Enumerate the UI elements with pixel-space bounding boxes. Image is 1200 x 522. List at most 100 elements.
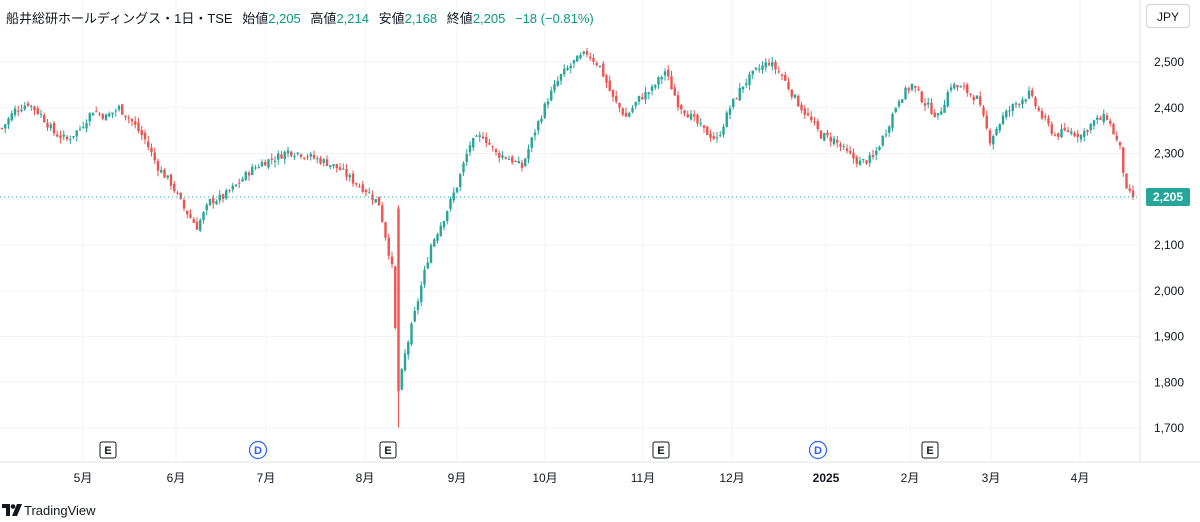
candle-body	[628, 113, 631, 117]
candle-body	[192, 219, 195, 223]
candle-body	[46, 122, 49, 128]
candle-body	[556, 80, 559, 86]
tradingview-brand: TradingView	[24, 503, 96, 518]
candle-body	[296, 152, 299, 154]
candle-body	[1037, 107, 1040, 111]
currency-button[interactable]: JPY	[1146, 4, 1190, 28]
candle-body	[764, 62, 767, 68]
candle-body	[1102, 113, 1105, 122]
candle-body	[806, 113, 810, 116]
candle-body	[485, 136, 488, 143]
dividend-marker[interactable]: D	[808, 440, 828, 460]
candle-body	[988, 130, 992, 144]
time-tick-label: 5月	[74, 471, 93, 485]
candle-body	[169, 174, 173, 186]
candle-body	[777, 71, 780, 73]
candle-body	[855, 157, 858, 164]
candle-body	[761, 65, 764, 70]
candle-body	[4, 124, 7, 129]
candle-body	[946, 92, 949, 107]
candle-body	[429, 245, 433, 263]
candle-body	[251, 166, 254, 175]
candle-body	[1099, 117, 1102, 120]
price-axis[interactable]: 1,7001,8001,9002,0002,1002,2002,3002,400…	[1154, 55, 1184, 435]
candle-body	[1047, 118, 1050, 124]
candle-body	[845, 148, 849, 152]
candle-body	[215, 201, 218, 205]
candle-body	[738, 87, 741, 101]
candle-body	[368, 192, 371, 194]
candle-body	[338, 167, 342, 171]
earnings-marker[interactable]: E	[99, 441, 117, 459]
symbol-legend[interactable]: 船井総研ホールディングス・1日・TSE 始値2,205 高値2,214 安値2,…	[6, 8, 594, 27]
price-tick-label: 2,400	[1154, 101, 1184, 115]
candle-body	[592, 57, 595, 62]
candle-body	[410, 323, 413, 345]
candle-body	[1053, 134, 1057, 136]
candle-body	[325, 159, 329, 166]
candle-body	[1040, 111, 1044, 119]
candle-body	[348, 175, 351, 178]
candle-body	[907, 88, 910, 91]
candle-body	[790, 89, 793, 97]
candle-body	[602, 63, 605, 77]
candle-body	[403, 353, 407, 371]
candle-body	[624, 112, 628, 117]
candle-body	[212, 198, 215, 204]
candle-body	[280, 154, 283, 159]
candle-body	[1112, 123, 1115, 135]
candle-body	[517, 161, 520, 164]
candle-body	[1109, 120, 1112, 124]
time-axis[interactable]: 5月 6月 7月 8月 9月 10月 11月 12月 2025 2月 3月 4月	[74, 471, 1090, 485]
tradingview-logo[interactable]: TradingView	[0, 500, 200, 522]
candle-body	[836, 139, 839, 143]
candle-body	[179, 192, 182, 199]
candle-body	[774, 61, 777, 70]
candle-body	[771, 62, 774, 67]
candle-body	[673, 87, 676, 96]
candle-body	[891, 113, 894, 129]
candle-body	[394, 266, 397, 328]
earnings-marker[interactable]: E	[379, 441, 397, 459]
candle-body	[936, 113, 940, 116]
candle-body	[33, 106, 36, 111]
candle-body	[530, 137, 533, 148]
grid-lines	[0, 0, 1140, 462]
candle-body	[969, 93, 972, 95]
candle-body	[949, 87, 953, 91]
candle-body	[962, 85, 966, 87]
candle-body	[871, 154, 875, 157]
candle-body	[884, 134, 888, 136]
price-tick-label: 1,700	[1154, 421, 1184, 435]
candle-body	[283, 151, 286, 160]
candle-body	[39, 113, 43, 115]
candle-body	[234, 184, 238, 187]
change-value: −18 (−0.81%)	[514, 11, 594, 26]
dividend-marker[interactable]: D	[248, 440, 268, 460]
candle-body	[358, 186, 361, 188]
earnings-marker[interactable]: E	[652, 441, 670, 459]
candle-body	[56, 134, 59, 137]
candle-body	[329, 165, 332, 167]
low-label: 安値	[378, 11, 405, 26]
candle-body	[387, 237, 390, 256]
candle-body	[351, 173, 355, 184]
candle-body	[299, 154, 303, 157]
candle-body	[904, 87, 907, 100]
candle-body	[95, 111, 98, 113]
candle-body	[930, 102, 933, 114]
candle-body	[137, 122, 140, 131]
candle-body	[433, 239, 436, 247]
earnings-marker[interactable]: E	[921, 441, 939, 459]
candle-body	[894, 108, 897, 112]
time-tick-label: 12月	[719, 471, 744, 485]
candle-body	[1027, 90, 1031, 99]
symbol-title[interactable]: 船井総研ホールディングス・1日・TSE	[6, 11, 233, 26]
candle-body	[390, 256, 394, 265]
candle-body	[449, 198, 452, 209]
candle-body	[784, 74, 787, 81]
candle-body	[1128, 188, 1131, 191]
candle-body	[91, 112, 95, 116]
